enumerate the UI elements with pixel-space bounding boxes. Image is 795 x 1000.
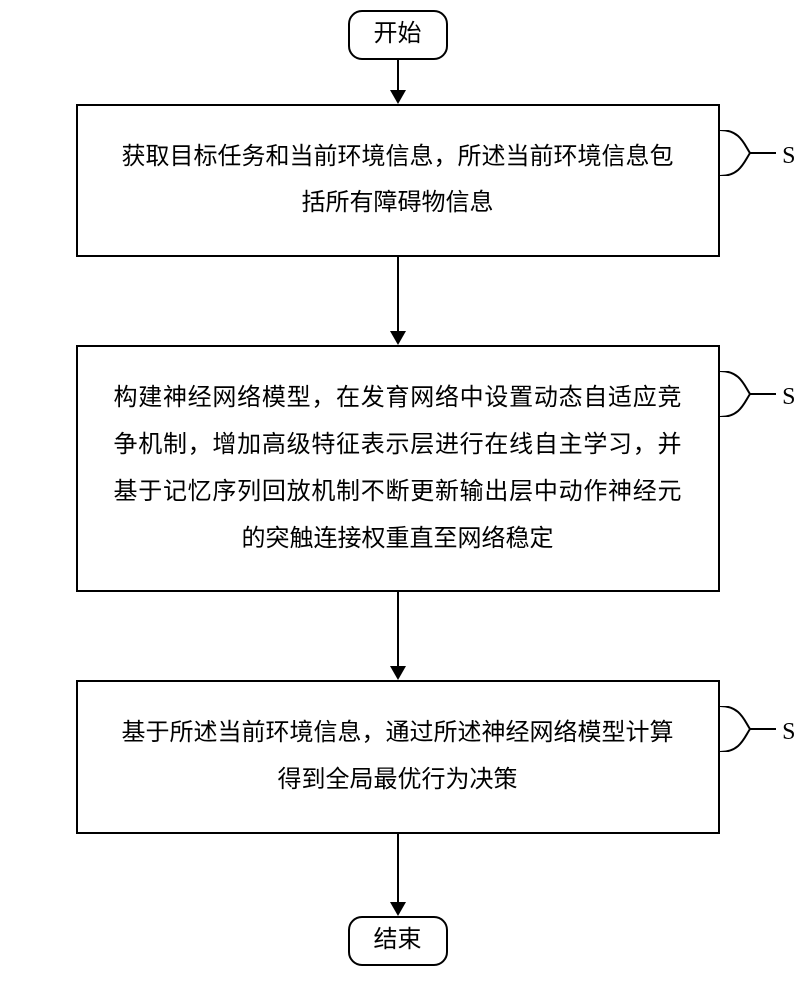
- s3-text: 基于所述当前环境信息，通过所述神经网络模型计算得到全局最优行为决策: [114, 710, 682, 804]
- end-label: 结束: [374, 927, 422, 953]
- process-s1: 获取目标任务和当前环境信息，所述当前环境信息包括所有障碍物信息 S1: [76, 104, 720, 258]
- end-node: 结束: [348, 916, 448, 966]
- arrow-s1-s2: [390, 257, 406, 345]
- process-s3: 基于所述当前环境信息，通过所述神经网络模型计算得到全局最优行为决策 S3: [76, 680, 720, 834]
- s1-text: 获取目标任务和当前环境信息，所述当前环境信息包括所有障碍物信息: [114, 134, 682, 228]
- s3-bracket-icon: [720, 706, 776, 752]
- s2-bracket-icon: [720, 371, 776, 417]
- start-node: 开始: [348, 10, 448, 60]
- flowchart-container: 开始 获取目标任务和当前环境信息，所述当前环境信息包括所有障碍物信息 S1 构建…: [0, 10, 795, 966]
- s2-tag: S2: [782, 385, 795, 409]
- arrow-s2-s3: [390, 592, 406, 680]
- arrow-s3-end: [390, 834, 406, 916]
- s3-tag: S3: [782, 720, 795, 744]
- s1-tag: S1: [782, 144, 795, 168]
- s2-text: 构建神经网络模型，在发育网络中设置动态自适应竞争机制，增加高级特征表示层进行在线…: [114, 375, 682, 562]
- s1-bracket-icon: [720, 130, 776, 176]
- start-label: 开始: [374, 21, 422, 47]
- arrow-start-s1: [390, 60, 406, 104]
- process-s2: 构建神经网络模型，在发育网络中设置动态自适应竞争机制，增加高级特征表示层进行在线…: [76, 345, 720, 592]
